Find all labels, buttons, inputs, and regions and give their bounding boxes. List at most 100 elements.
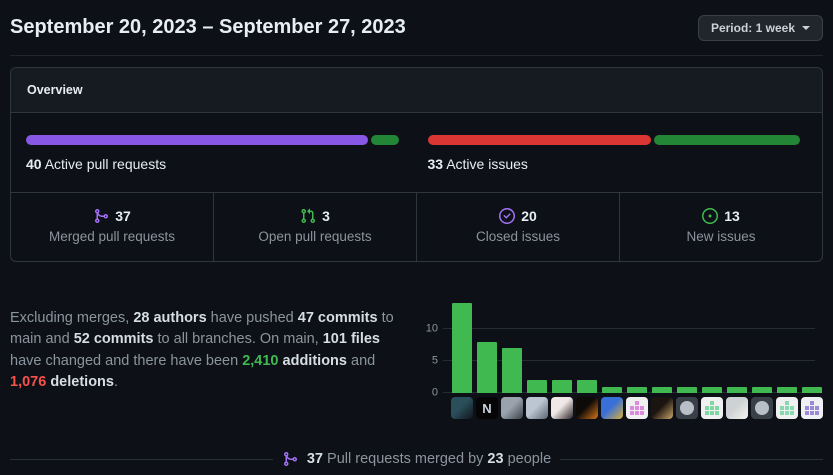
identicon-block	[810, 401, 814, 405]
octocat-icon	[680, 401, 694, 415]
stat-value: 37	[115, 208, 131, 224]
stat-label: New issues	[686, 229, 756, 244]
text-segment: 101 files	[322, 331, 380, 348]
git-merge-icon	[95, 209, 109, 223]
commit-bar-author-8	[627, 386, 647, 393]
identicon-block	[635, 411, 639, 415]
commit-bar-author-13	[752, 386, 772, 393]
bars-group	[451, 303, 823, 393]
active-pull-requests-label: 40 Active pull requests	[26, 156, 399, 172]
active-pull-requests-text: Active pull requests	[41, 156, 167, 172]
open-pull-requests-segment	[370, 135, 399, 145]
text-segment: Excluding merges,	[10, 310, 134, 326]
divider-left	[10, 458, 273, 460]
bar-slot	[576, 380, 598, 393]
y-axis-tick-label: 10	[425, 322, 438, 335]
bar-slot	[776, 386, 798, 393]
commit-bar-author-11	[702, 386, 722, 393]
active-pull-requests-count: 40	[26, 156, 42, 172]
active-issues-label: 33 Active issues	[428, 156, 801, 172]
identicon-block	[710, 401, 714, 405]
bar-slot	[501, 348, 523, 393]
y-axis-tick-label: 0	[431, 386, 438, 399]
stat-merged-pull-requests[interactable]: 37 Merged pull requests	[11, 193, 213, 261]
commit-bar-author-15	[802, 386, 822, 393]
author-avatar-author-2[interactable]: N	[476, 397, 498, 419]
git-merge-icon	[283, 452, 297, 466]
text-segment: 2,410	[242, 352, 279, 369]
identicon-block	[805, 411, 809, 415]
git-pull-request-icon	[301, 208, 316, 224]
author-avatar-author-7[interactable]	[601, 397, 623, 419]
period-dropdown-button[interactable]: Period: 1 week	[697, 14, 823, 41]
identicon-block	[705, 406, 709, 410]
commit-bar-author-3	[502, 348, 522, 393]
stat-value: 13	[724, 208, 740, 224]
author-avatar-author-12[interactable]	[726, 397, 748, 419]
author-avatar-author-13[interactable]	[751, 397, 773, 419]
stat-open-pull-requests[interactable]: 3 Open pull requests	[213, 193, 416, 261]
page-header: September 20, 2023 – September 27, 2023 …	[10, 0, 823, 56]
text-segment: have changed and there have been	[10, 352, 243, 369]
activity-section: Excluding merges, 28 authors have pushed…	[10, 288, 823, 419]
octocat-icon	[755, 401, 769, 415]
issue-opened-icon	[702, 208, 719, 224]
identicon-block	[810, 411, 814, 415]
identicon-block	[815, 406, 819, 410]
identicon-block	[785, 411, 789, 415]
commit-bar-author-14	[777, 386, 797, 393]
divider-right	[560, 458, 823, 460]
text-segment: .	[113, 374, 119, 391]
author-avatar-author-14[interactable]	[776, 397, 798, 419]
merged-pr-summary-text: 37 Pull requests merged by 23 people	[307, 451, 551, 467]
merged-pr-summary-row: 37 Pull requests merged by 23 people	[10, 451, 823, 467]
stat-value-row: 13	[628, 208, 814, 224]
overview-card: Overview 40 Active pull requests 33 Acti…	[10, 67, 823, 262]
commit-bar-author-12	[727, 386, 747, 393]
text-segment: 23	[487, 451, 504, 467]
bar-slot	[451, 303, 473, 393]
commits-per-author-chart: 0 5 10 N	[425, 288, 823, 419]
chevron-down-icon	[802, 25, 810, 30]
commit-bar-author-10	[677, 386, 697, 393]
closed-issues-segment	[427, 135, 652, 145]
identicon-block	[810, 406, 814, 410]
author-avatar-author-4[interactable]	[526, 397, 548, 419]
identicon-block	[630, 406, 634, 410]
author-avatar-author-11[interactable]	[701, 397, 723, 419]
commit-bar-author-1	[452, 303, 472, 393]
page-title: September 20, 2023 – September 27, 2023	[10, 16, 406, 38]
text-segment: and	[346, 352, 376, 369]
stat-new-issues[interactable]: 13 New issues	[619, 193, 822, 261]
bar-slot	[651, 386, 673, 393]
identicon-block	[715, 406, 719, 410]
stat-value: 20	[521, 208, 537, 224]
commit-bar-author-5	[552, 380, 572, 393]
identicon-block	[785, 406, 789, 410]
active-issues-text: Active issues	[443, 156, 528, 172]
bar-slot	[701, 386, 723, 393]
avatar-letter: N	[482, 400, 492, 416]
author-avatar-author-1[interactable]	[451, 397, 473, 419]
y-axis-tick-label: 5	[431, 354, 438, 367]
author-avatar-author-15[interactable]	[801, 397, 823, 419]
issue-closed-icon	[499, 208, 516, 224]
author-avatar-author-6[interactable]	[576, 397, 598, 419]
merged-pull-requests-segment	[26, 135, 368, 145]
commit-bar-author-4	[527, 380, 547, 393]
author-avatar-author-10[interactable]	[676, 397, 698, 419]
commit-bar-author-2	[477, 341, 497, 393]
identicon-block	[635, 406, 639, 410]
author-avatar-author-3[interactable]	[501, 397, 523, 419]
text-segment: 37	[306, 451, 323, 467]
stat-closed-issues[interactable]: 20 Closed issues	[416, 193, 619, 261]
stat-label: Merged pull requests	[48, 229, 176, 244]
bar-slot	[601, 386, 623, 393]
author-avatar-author-9[interactable]	[651, 397, 673, 419]
bar-slot	[626, 386, 648, 393]
identicon-block	[635, 401, 639, 405]
author-avatar-author-5[interactable]	[551, 397, 573, 419]
identicon-block	[710, 406, 714, 410]
author-avatar-author-8[interactable]	[626, 397, 648, 419]
bar-slot	[551, 380, 573, 393]
